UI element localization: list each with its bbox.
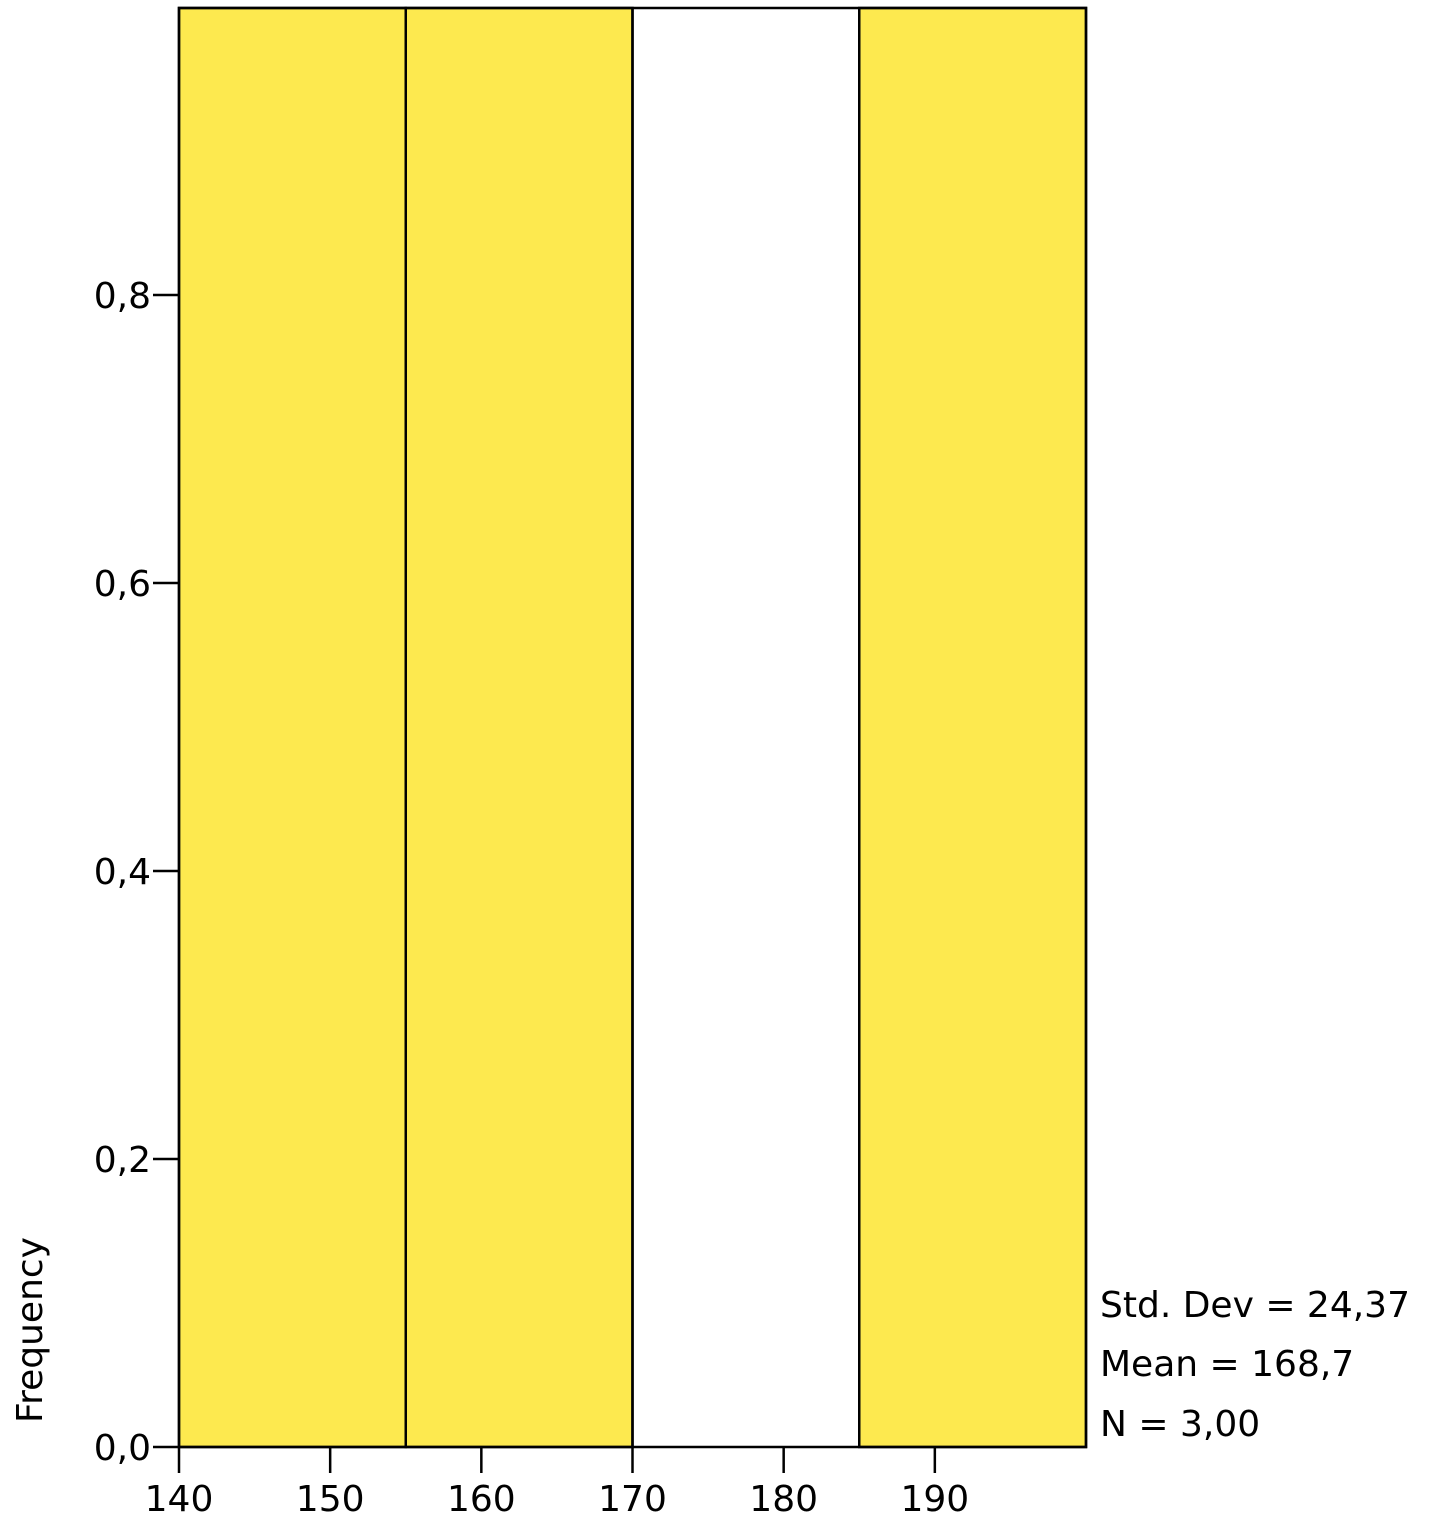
stats-n: N = 3,00 [1100,1404,1260,1445]
ticks-layer: 0,0 0,2 0,4 0,6 0,8 140 150 160 170 180 190 [94,8,969,1519]
y-tick-label: 0,4 [94,852,151,893]
y-tick-label: 0,0 [94,1428,151,1469]
x-tick-label: 190 [900,1479,969,1519]
x-tick-label: 170 [598,1479,667,1519]
y-axis-title: Frequency [10,1237,51,1423]
histogram-bar [177,6,407,1449]
x-tick-label: 180 [749,1479,818,1519]
x-tick-label: 150 [296,1479,365,1519]
stats-std-dev: Std. Dev = 24,37 [1100,1285,1410,1326]
stats-mean: Mean = 168,7 [1100,1344,1354,1385]
plot-frame [177,6,1088,1449]
x-tick-label: 140 [145,1479,214,1519]
y-tick-label: 0,2 [94,1140,151,1181]
x-tick-label: 160 [447,1479,516,1519]
histogram-bar [858,6,1088,1449]
histogram-bar [404,6,634,1449]
y-tick-label: 0,8 [94,276,151,317]
y-tick-label: 0,6 [94,564,151,605]
